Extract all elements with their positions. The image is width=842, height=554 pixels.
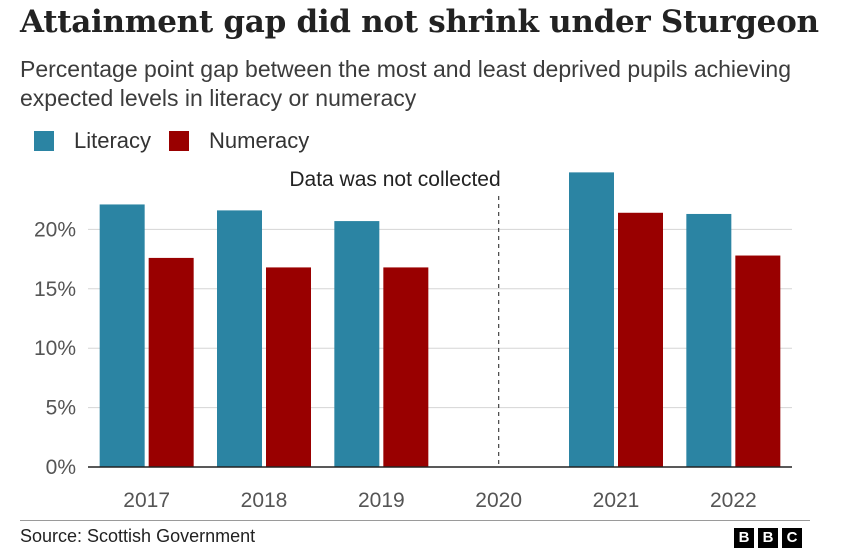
bbc-logo-letter: C	[782, 528, 802, 548]
source-note: Source: Scottish Government	[20, 526, 256, 546]
bar-literacy-2021	[569, 172, 614, 467]
x-tick-label: 2018	[241, 489, 288, 512]
bbc-logo-letter: B	[734, 528, 754, 548]
x-tick-label: 2019	[358, 489, 405, 512]
legend-swatch-literacy	[34, 131, 54, 151]
y-tick-label: 0%	[46, 456, 76, 479]
x-tick-label: 2017	[123, 489, 170, 512]
bar-literacy-2022	[686, 213, 732, 467]
bar-literacy-2019	[334, 221, 380, 467]
x-tick-label: 2021	[593, 489, 640, 512]
bar-numeracy-2021	[618, 212, 663, 467]
bar-chart: 0% 5% 10% 15% 20% 2017 2018 2019 2020 2021 2022 Dat…	[34, 168, 792, 512]
bbc-logo-letter: B	[758, 528, 778, 548]
footer-divider	[20, 520, 810, 521]
y-tick-label: 5%	[46, 397, 76, 420]
legend-item-literacy: Literacy	[34, 128, 151, 154]
y-tick-label: 10%	[34, 337, 76, 360]
x-tick-label: 2022	[710, 489, 757, 512]
y-tick-label: 20%	[34, 218, 76, 241]
y-tick-label: 15%	[34, 278, 76, 301]
annotation-label: Data was not collected	[289, 168, 500, 191]
bbc-logo: B B C	[730, 528, 802, 548]
bar-literacy-2018	[217, 210, 262, 467]
chart-subtitle: Percentage point gap between the most an…	[20, 56, 792, 111]
legend: Literacy Numeracy	[34, 125, 327, 157]
x-tick-label: 2020	[475, 489, 522, 512]
bar-numeracy-2018	[266, 267, 311, 467]
legend-swatch-numeracy	[169, 131, 190, 151]
legend-label-numeracy: Numeracy	[209, 128, 310, 153]
bar-literacy-2017	[99, 204, 145, 467]
chart-title: Attainment gap did not shrink under Stur…	[20, 4, 819, 40]
bar-numeracy-2017	[148, 257, 194, 467]
bar-numeracy-2022	[735, 255, 781, 467]
legend-label-literacy: Literacy	[74, 128, 152, 153]
bar-numeracy-2019	[383, 267, 429, 467]
legend-item-numeracy: Numeracy	[169, 128, 309, 154]
